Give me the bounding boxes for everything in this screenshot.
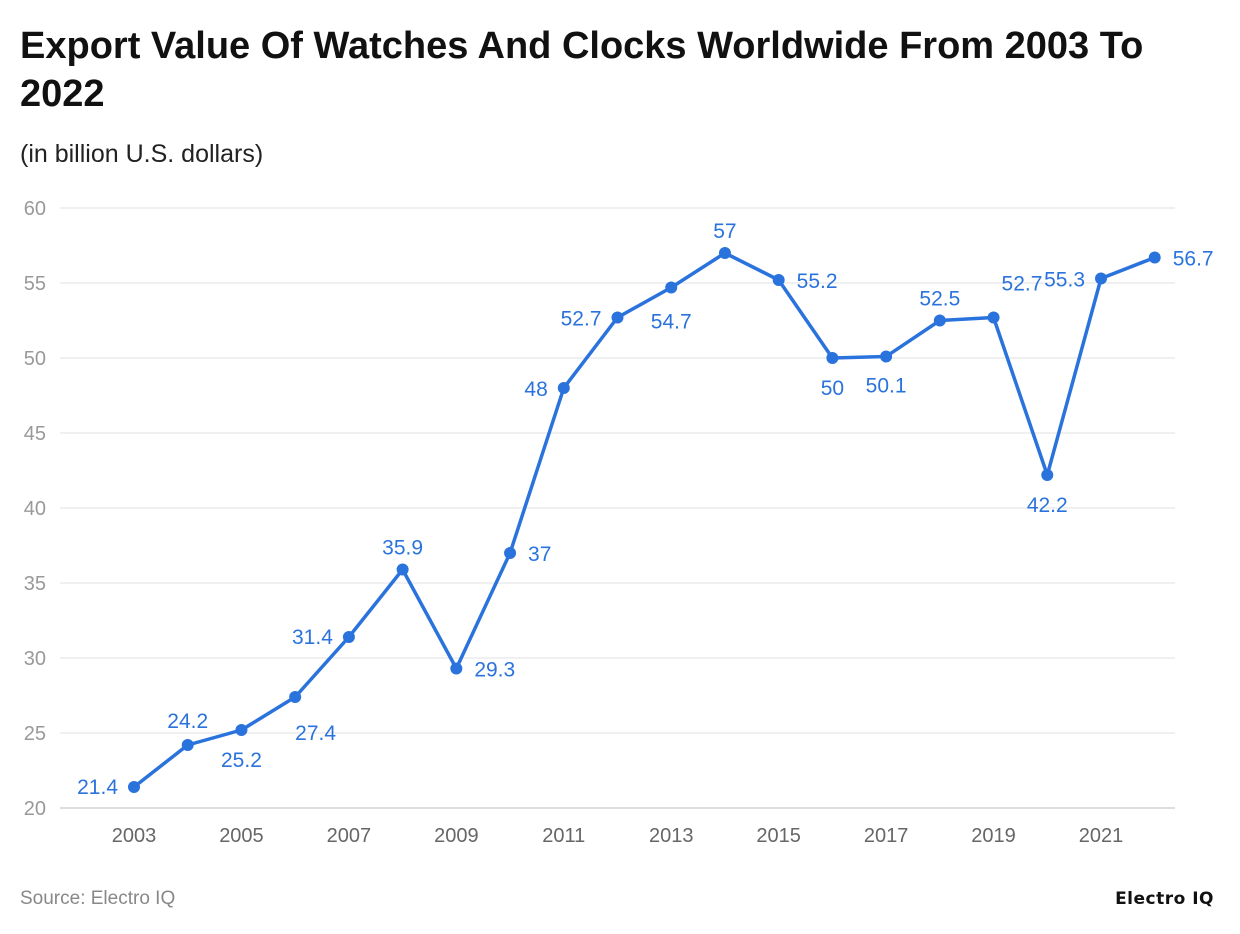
series-line — [132, 251, 1156, 789]
y-tick-label: 55 — [24, 273, 46, 295]
x-tick-label: 2013 — [649, 825, 694, 847]
data-label: 55.3 — [1044, 269, 1085, 292]
x-tick-label: 2021 — [1079, 825, 1124, 847]
data-label: 24.2 — [167, 710, 208, 733]
data-label: 29.3 — [474, 659, 515, 682]
data-point — [611, 311, 624, 324]
y-tick-label: 45 — [24, 423, 46, 445]
y-tick-label: 60 — [24, 198, 46, 220]
brand-logo: Electro IQ — [1115, 889, 1214, 909]
data-label: 35.9 — [382, 537, 423, 560]
data-label: 25.2 — [221, 749, 262, 772]
data-point — [450, 662, 463, 675]
data-point — [396, 563, 409, 576]
y-tick-label: 20 — [24, 798, 46, 820]
data-point — [772, 274, 785, 286]
data-point — [1041, 469, 1054, 481]
data-label: 50 — [821, 377, 844, 400]
data-point — [1095, 272, 1107, 285]
data-label: 27.4 — [295, 722, 336, 745]
y-tick-label: 35 — [24, 573, 46, 595]
data-point — [235, 724, 248, 736]
x-tick-label: 2005 — [219, 825, 264, 847]
data-point — [880, 350, 893, 363]
data-label: 50.1 — [866, 375, 907, 398]
x-tick-label: 2003 — [112, 825, 157, 847]
chart-subtitle: (in billion U.S. dollars) — [20, 140, 264, 168]
data-label: 31.4 — [292, 626, 333, 649]
data-point — [665, 281, 678, 294]
data-label: 42.2 — [1027, 494, 1068, 517]
data-point — [826, 352, 839, 364]
x-tick-label: 2009 — [434, 825, 479, 847]
data-label: 52.7 — [561, 308, 602, 331]
data-point — [718, 247, 731, 259]
source-note: Source: Electro IQ — [20, 888, 176, 909]
data-point — [289, 691, 302, 703]
data-point — [1148, 251, 1161, 264]
data-label: 55.2 — [797, 270, 838, 293]
data-label: 52.5 — [919, 288, 960, 311]
y-tick-label: 30 — [24, 648, 46, 670]
chart-title: Export Value Of Watches And Clocks World… — [20, 25, 1144, 115]
x-tick-label: 2011 — [542, 825, 585, 847]
x-tick-label: 2007 — [327, 825, 372, 847]
data-point — [128, 781, 140, 793]
data-label: 54.7 — [651, 311, 692, 334]
data-point — [987, 311, 1000, 324]
y-tick-label: 25 — [24, 723, 46, 745]
data-point — [933, 314, 946, 327]
data-point — [181, 739, 194, 751]
data-label: 37 — [528, 543, 551, 566]
data-point — [557, 382, 570, 394]
x-tick-label: 2017 — [864, 825, 909, 847]
y-tick-label: 50 — [24, 348, 46, 370]
data-label: 21.4 — [77, 776, 118, 799]
data-label: 52.7 — [1002, 273, 1043, 296]
y-tick-label: 40 — [24, 498, 46, 520]
data-label: 56.7 — [1173, 248, 1214, 271]
data-point — [342, 631, 355, 643]
x-tick-label: 2019 — [971, 825, 1016, 847]
data-label: 48 — [524, 378, 547, 401]
x-tick-label: 2015 — [756, 825, 801, 847]
data-label: 57 — [713, 220, 736, 243]
data-point — [504, 547, 517, 559]
